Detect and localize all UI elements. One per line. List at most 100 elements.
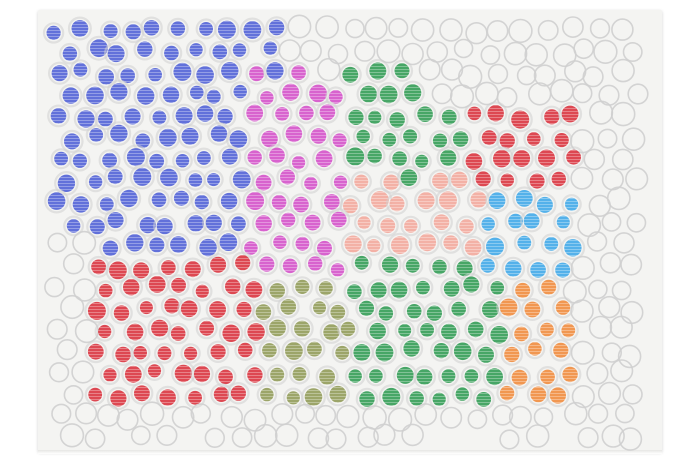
colored-dot [290,317,314,341]
colored-dot [205,297,230,322]
colored-dot [438,106,461,129]
colored-dot [144,64,166,86]
colored-dot [193,101,217,126]
colored-dot [130,342,151,363]
outline-dot [586,362,609,385]
colored-dot [277,209,299,231]
colored-dot [121,362,146,387]
colored-dot [496,129,519,152]
colored-dot [430,210,453,234]
colored-dot [402,255,424,277]
colored-dot [372,340,398,366]
colored-dot [367,187,393,213]
colored-dot [287,61,310,84]
colored-dot [84,298,110,324]
outline-dot [47,232,68,253]
colored-dot [423,302,446,325]
outline-dot [613,232,635,254]
colored-dot [217,58,243,84]
colored-dot [172,103,197,128]
outline-dot [364,16,388,40]
colored-dot [315,365,339,389]
colored-dot [412,277,434,299]
outline-dot [492,404,514,426]
colored-dot [145,233,168,257]
colored-dot [447,298,470,321]
outline-dot [593,39,618,65]
colored-dot [130,381,154,405]
outline-dot [63,384,84,405]
outline-dot [373,423,396,446]
outline-dot [336,404,360,429]
outline-dot [453,38,474,59]
colored-dot [221,275,244,298]
colored-dot [259,37,281,59]
colored-dot [379,170,403,194]
colored-dot [95,280,117,302]
colored-dot [122,230,148,256]
outline-dot [480,45,501,65]
outline-dot [295,403,316,424]
colored-dot [266,364,288,386]
outline-dot [577,213,602,238]
colored-dot [258,339,281,362]
outline-dot [524,42,549,67]
colored-dot [208,41,231,63]
colored-dot [145,272,170,297]
colored-dot [167,17,189,40]
colored-dot [156,165,182,191]
outline-dot [625,167,649,191]
colored-dot [282,121,306,146]
colored-dot [478,126,501,149]
colored-dot [160,294,183,317]
outline-dot [599,251,622,274]
colored-dot [303,338,326,361]
colored-dot [534,146,559,171]
colored-dot [69,150,91,172]
outline-dot [601,424,625,448]
outline-dot [499,429,520,450]
colored-dot [166,232,191,257]
colored-dot [256,384,278,405]
colored-dot [265,16,288,39]
colored-dot [251,300,275,324]
outline-dot [345,18,365,39]
colored-dot [451,383,473,405]
outline-dot [62,253,85,275]
colored-dot [331,342,353,364]
outline-dot [570,299,594,323]
colored-dot [231,251,254,274]
colored-dot [206,340,230,363]
outline-dot [562,16,584,39]
outline-dot [533,64,556,87]
colored-dot [561,194,582,215]
colored-dot [553,212,574,233]
colored-dot [464,102,485,124]
outline-dot [71,360,95,384]
colored-dot [69,59,91,81]
colored-dot [243,146,266,169]
colored-dot [229,81,251,102]
outline-dot [537,19,559,41]
colored-dot [84,384,106,406]
colored-dot [279,255,302,277]
outline-dot [130,425,151,446]
colored-dot [54,171,79,196]
colored-dot [367,278,391,302]
colored-dot [214,17,240,43]
colored-dot [123,144,149,170]
outline-dot [570,166,594,190]
colored-dot [159,83,183,107]
colored-dot [400,215,422,237]
colored-dot [343,280,366,303]
colored-dot [227,382,250,405]
colored-dot [350,171,372,193]
colored-dot [301,211,325,235]
colored-dot [171,361,196,386]
colored-dot [337,318,359,340]
colored-dot [262,58,288,84]
colored-dot [489,146,514,171]
outline-dot [139,401,165,427]
outline-dot [618,427,643,451]
